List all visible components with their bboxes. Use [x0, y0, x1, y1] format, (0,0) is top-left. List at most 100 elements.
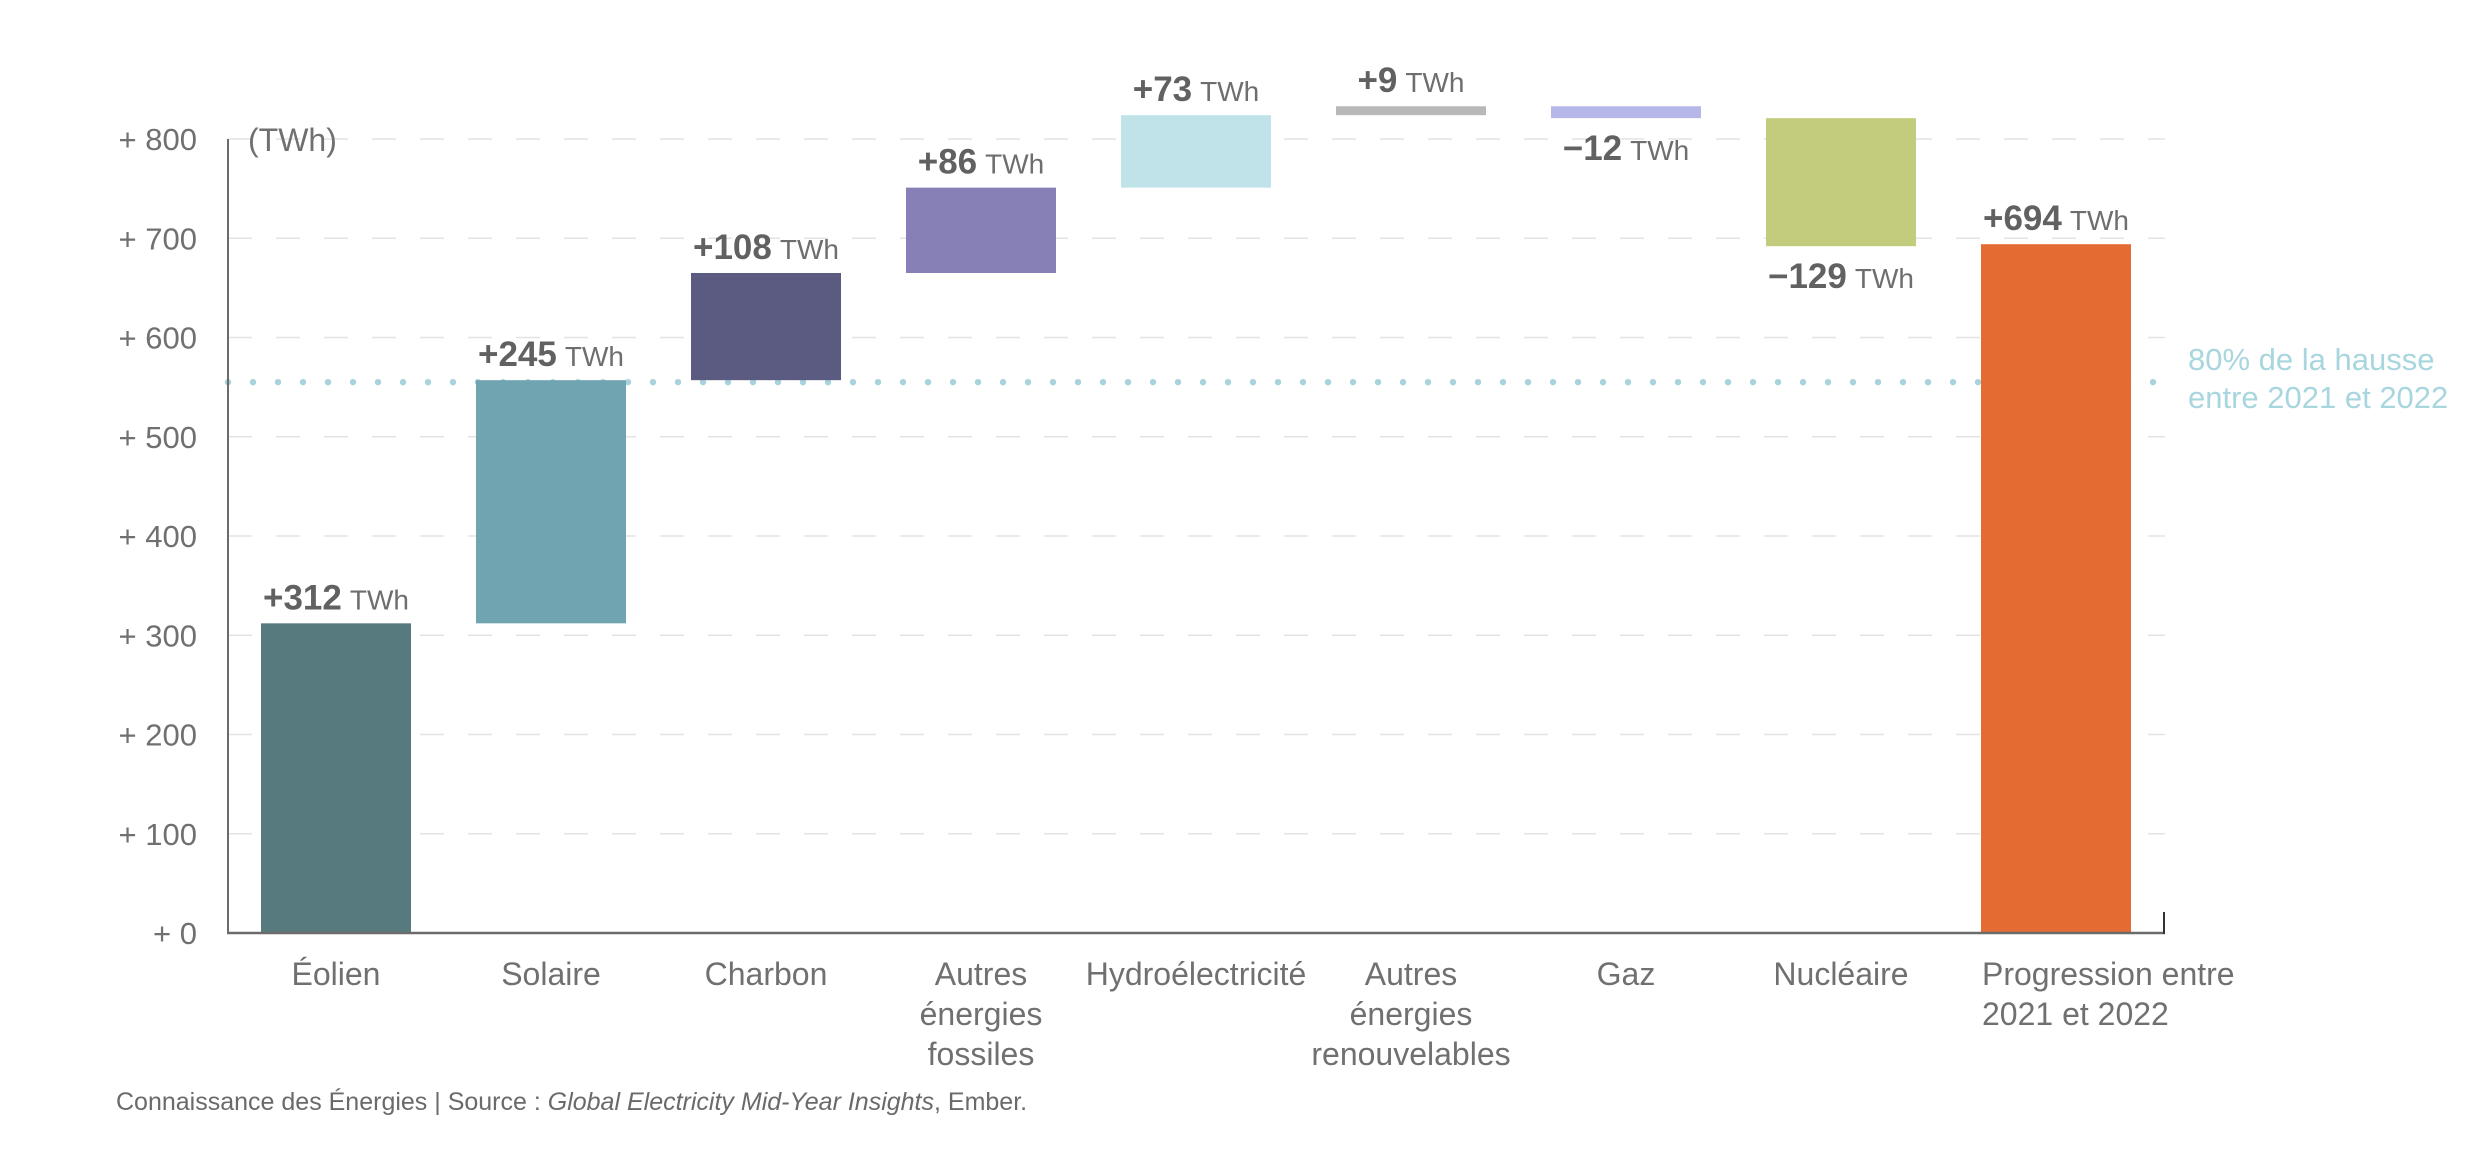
value-label-unit: TWh — [1200, 76, 1259, 107]
reference-dot — [624, 378, 632, 386]
value-label: +86 TWh — [918, 143, 1044, 182]
reference-dot — [449, 378, 457, 386]
reference-dot — [1049, 378, 1057, 386]
bar — [906, 187, 1056, 273]
y-tick-label: + 200 — [119, 718, 197, 753]
reference-dot — [1099, 378, 1107, 386]
value-label: +312 TWh — [263, 578, 409, 617]
reference-dot — [1674, 378, 1682, 386]
y-axis-unit-label: (TWh) — [248, 122, 337, 158]
reference-dot — [1699, 378, 1707, 386]
value-label-unit: TWh — [1855, 263, 1914, 294]
value-label-number: −129 — [1768, 257, 1847, 296]
reference-dot — [1199, 378, 1207, 386]
reference-dot — [1824, 378, 1832, 386]
reference-dot — [1974, 378, 1982, 386]
reference-dot — [1599, 378, 1607, 386]
y-axis-ticks: + 0 + 100 + 200 + 300 + 400 + 500 + 600 + 700 + … — [119, 122, 197, 951]
category-label-line: énergies — [1350, 996, 1473, 1032]
value-label: −129 TWh — [1768, 257, 1914, 296]
reference-dot — [1849, 378, 1857, 386]
reference-dot — [1574, 378, 1582, 386]
reference-dot — [824, 378, 832, 386]
reference-dot — [1174, 378, 1182, 386]
category-label-line: Autres — [1365, 956, 1457, 992]
reference-dot — [249, 378, 257, 386]
annotation-line: 80% de la hausse — [2188, 342, 2434, 377]
category-label-line: Progression entre — [1982, 956, 2235, 992]
footer-source-title: Global Electricity Mid-Year Insights — [547, 1088, 935, 1116]
value-label-number: +312 — [263, 578, 342, 617]
y-tick-label: + 300 — [119, 618, 197, 653]
reference-dot — [1349, 378, 1357, 386]
reference-dot — [899, 378, 907, 386]
reference-dot — [349, 378, 357, 386]
reference-dot — [974, 378, 982, 386]
category-label: Gaz — [1597, 956, 1656, 992]
reference-dot — [1624, 378, 1632, 386]
bar — [1766, 118, 1916, 247]
reference-dot — [1399, 378, 1407, 386]
category-label: Charbon — [705, 956, 828, 992]
category-label: Autres énergies renouvelables — [1311, 956, 1510, 1072]
bar — [1336, 106, 1486, 116]
reference-dot — [1649, 378, 1657, 386]
y-tick-label: + 700 — [119, 221, 197, 256]
reference-dot — [1774, 378, 1782, 386]
reference-dot — [1474, 378, 1482, 386]
reference-dot — [299, 378, 307, 386]
reference-dot — [749, 378, 757, 386]
category-labels: Éolien Solaire Charbon Autres énergies fossil… — [292, 956, 2235, 1072]
reference-dot — [949, 378, 957, 386]
reference-dot — [424, 378, 432, 386]
value-label-unit: TWh — [1405, 67, 1464, 98]
value-label-number: +245 — [478, 335, 557, 374]
reference-dot — [1424, 378, 1432, 386]
reference-dot — [699, 378, 707, 386]
reference-dot — [1899, 378, 1907, 386]
reference-dot — [1024, 378, 1032, 386]
reference-dot — [1549, 378, 1557, 386]
reference-dot — [799, 378, 807, 386]
category-label: Nucléaire — [1773, 956, 1908, 992]
reference-dot — [1149, 378, 1157, 386]
value-label-number: +9 — [1357, 61, 1397, 100]
category-label: Éolien — [292, 956, 381, 992]
reference-dot — [1124, 378, 1132, 386]
value-label-unit: TWh — [1630, 135, 1689, 166]
reference-dot — [1749, 378, 1757, 386]
reference-dot — [849, 378, 857, 386]
reference-dot — [999, 378, 1007, 386]
reference-dot — [674, 378, 682, 386]
reference-dot — [2149, 378, 2157, 386]
reference-dot — [1249, 378, 1257, 386]
category-label-line: Solaire — [501, 956, 601, 992]
value-label-number: +694 — [1983, 199, 2062, 238]
bar — [261, 623, 411, 933]
category-label-line: renouvelables — [1311, 1036, 1510, 1072]
category-label-line: 2021 et 2022 — [1982, 996, 2169, 1032]
category-label-line: Éolien — [292, 956, 381, 992]
value-label-unit: TWh — [350, 584, 409, 615]
value-label-unit: TWh — [985, 149, 1044, 180]
reference-dot — [724, 378, 732, 386]
category-label: Solaire — [501, 956, 601, 992]
reference-dot — [1074, 378, 1082, 386]
reference-dot — [874, 378, 882, 386]
reference-dot — [399, 378, 407, 386]
value-label-unit: TWh — [2070, 205, 2129, 236]
reference-dot — [1874, 378, 1882, 386]
reference-dot — [1524, 378, 1532, 386]
category-label-line: fossiles — [928, 1036, 1035, 1072]
category-label-line: Nucléaire — [1773, 956, 1908, 992]
bar — [1551, 106, 1701, 119]
category-label-line: énergies — [920, 996, 1043, 1032]
value-label: −12 TWh — [1563, 129, 1689, 168]
y-tick-label: + 800 — [119, 122, 197, 157]
category-label: Progression entre 2021 et 2022 — [1982, 956, 2235, 1032]
bar — [476, 380, 626, 624]
y-tick-label: + 0 — [153, 916, 197, 951]
value-label: +73 TWh — [1133, 70, 1259, 109]
y-tick-label: + 100 — [119, 817, 197, 852]
y-tick-label: + 400 — [119, 519, 197, 554]
